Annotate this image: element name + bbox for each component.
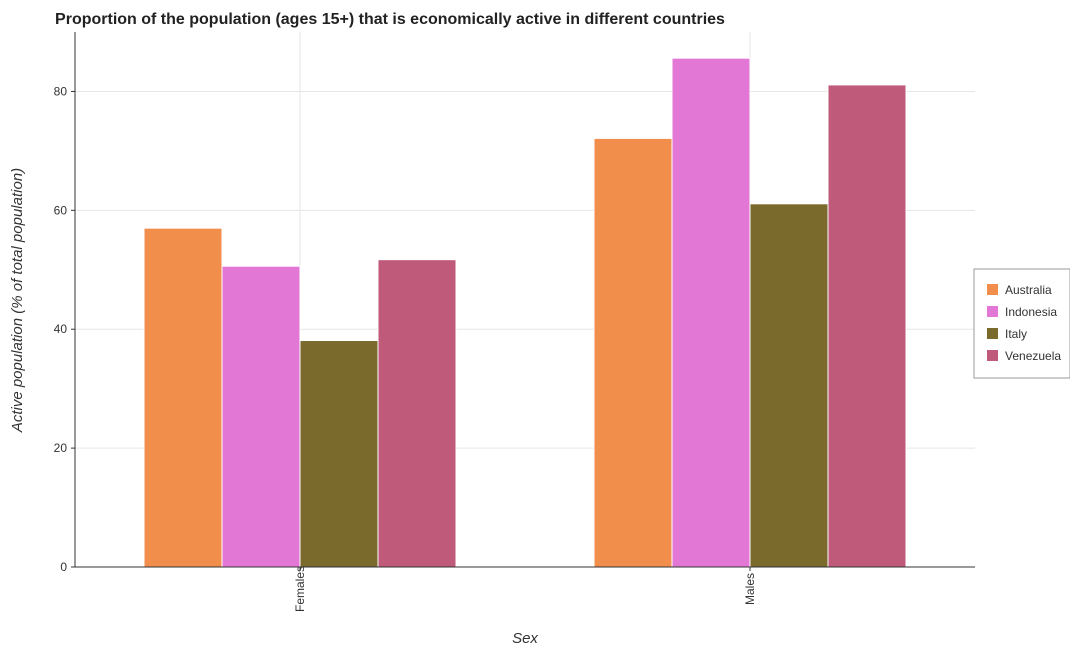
bar-females-italy bbox=[299, 340, 379, 568]
legend-swatch-italy bbox=[987, 328, 998, 339]
bars bbox=[143, 57, 907, 568]
legend-swatch-indonesia bbox=[987, 306, 998, 317]
bar-females-venezuela bbox=[377, 259, 457, 568]
legend-swatch-venezuela bbox=[987, 350, 998, 361]
bar-males-italy bbox=[749, 203, 829, 568]
bar-males-indonesia bbox=[671, 57, 751, 568]
legend-label-italy: Italy bbox=[1005, 327, 1027, 341]
x-axis-ticks: Females Males bbox=[293, 566, 757, 612]
y-tick-label-4: 80 bbox=[54, 84, 68, 98]
chart-title: Proportion of the population (ages 15+) … bbox=[55, 11, 725, 28]
x-axis-label: Sex bbox=[512, 630, 538, 647]
y-axis-ticks: 0 20 40 60 80 bbox=[54, 84, 75, 574]
bar-males-australia bbox=[593, 137, 673, 568]
legend-label-venezuela: Venezuela bbox=[1005, 349, 1061, 363]
legend-label-indonesia: Indonesia bbox=[1005, 305, 1057, 319]
y-tick-label-1: 20 bbox=[54, 441, 68, 455]
bar-females-australia bbox=[143, 227, 223, 568]
x-tick-label-1: Males bbox=[743, 573, 757, 605]
legend-label-australia: Australia bbox=[1005, 283, 1052, 297]
bar-females-indonesia bbox=[221, 265, 301, 568]
plot-area: 0 20 40 60 80 Females Males bbox=[54, 32, 975, 612]
y-tick-label-2: 40 bbox=[54, 322, 68, 336]
y-tick-label-0: 0 bbox=[60, 560, 67, 574]
x-tick-label-0: Females bbox=[293, 566, 307, 612]
y-tick-label-3: 60 bbox=[54, 203, 68, 217]
y-axis-label: Active population (% of total population… bbox=[9, 168, 26, 433]
legend: Australia Indonesia Italy Venezuela bbox=[973, 268, 1070, 379]
bar-males-venezuela bbox=[827, 84, 907, 568]
legend-swatch-australia bbox=[987, 284, 998, 295]
